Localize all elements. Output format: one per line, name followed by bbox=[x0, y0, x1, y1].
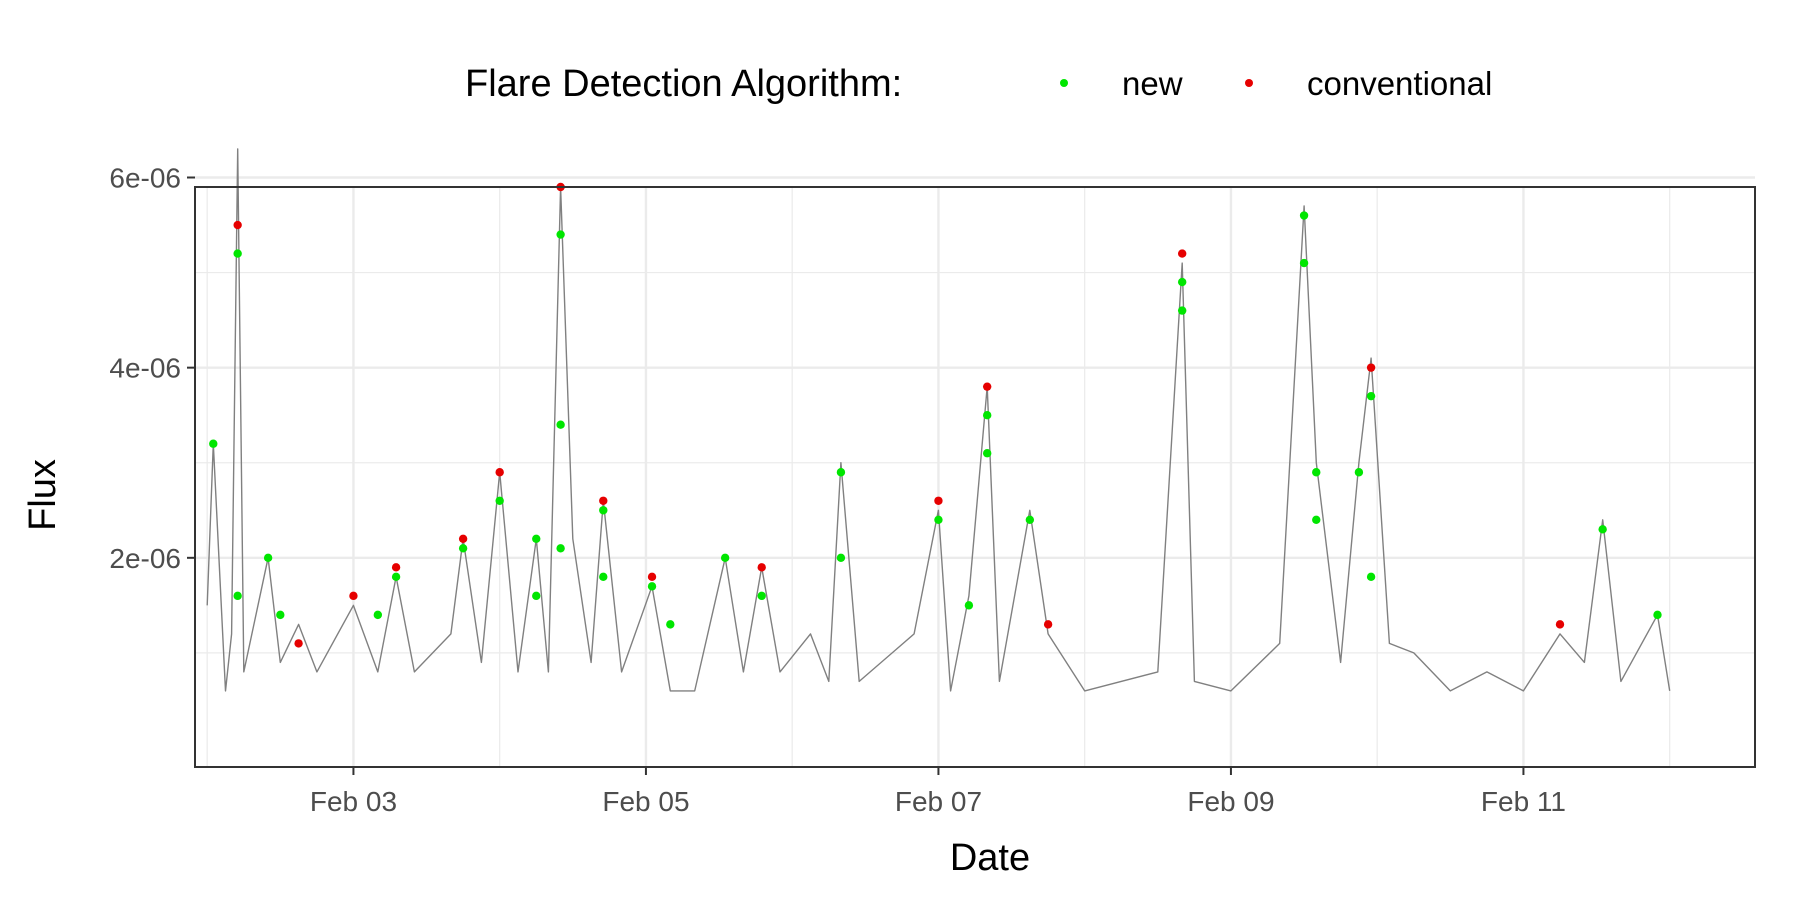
point-conventional bbox=[647, 572, 657, 582]
point-new bbox=[1312, 468, 1321, 477]
point-new bbox=[1366, 391, 1376, 401]
x-tick-label: Feb 07 bbox=[895, 786, 982, 817]
point-conventional bbox=[458, 534, 468, 544]
point-conventional bbox=[757, 563, 766, 572]
legend-key-conventional bbox=[1245, 79, 1253, 87]
y-tick-label: 2e-06 bbox=[109, 543, 181, 574]
point-new bbox=[836, 468, 846, 477]
point-new bbox=[209, 439, 218, 448]
y-axis-title: Flux bbox=[22, 459, 64, 531]
point-new bbox=[1653, 610, 1662, 620]
point-new bbox=[556, 230, 565, 239]
plot-layer: 2e-06 4e-06 6e-06 Feb 03 Feb 05 Feb 07 Feb 09 F… bbox=[109, 148, 1756, 817]
point-new bbox=[391, 572, 401, 582]
point-new bbox=[1299, 258, 1309, 268]
point-new bbox=[964, 601, 974, 610]
point-new bbox=[556, 544, 565, 553]
x-tick-label: Feb 03 bbox=[310, 786, 397, 817]
point-new bbox=[1177, 306, 1187, 315]
point-conventional bbox=[233, 220, 242, 230]
point-new bbox=[666, 620, 675, 629]
point-new bbox=[1299, 211, 1309, 220]
point-conventional bbox=[391, 563, 401, 572]
point-conventional bbox=[294, 639, 303, 648]
point-conventional bbox=[1043, 620, 1053, 629]
point-new bbox=[836, 553, 846, 563]
point-new bbox=[982, 449, 992, 458]
plot-panel bbox=[195, 187, 1755, 767]
point-conventional bbox=[1366, 363, 1376, 372]
point-conventional bbox=[349, 591, 358, 601]
point-conventional bbox=[599, 496, 608, 505]
point-new bbox=[1354, 468, 1364, 477]
point-new bbox=[233, 591, 242, 601]
point-new bbox=[233, 249, 242, 258]
point-conventional bbox=[934, 496, 943, 505]
point-new bbox=[1312, 515, 1321, 524]
y-tick-label: 4e-06 bbox=[109, 353, 181, 384]
point-conventional bbox=[1177, 249, 1187, 258]
point-new bbox=[647, 582, 657, 591]
x-axis-title: Date bbox=[950, 837, 1030, 879]
flux-line bbox=[206, 148, 1671, 692]
x-tick-label: Feb 05 bbox=[602, 786, 689, 817]
point-new bbox=[1366, 572, 1376, 582]
legend-key-new bbox=[1060, 79, 1068, 87]
point-conventional bbox=[982, 382, 992, 391]
x-tick-label: Feb 09 bbox=[1187, 786, 1274, 817]
point-new bbox=[556, 420, 565, 429]
point-new bbox=[757, 591, 766, 601]
point-new bbox=[934, 515, 943, 524]
point-new bbox=[982, 410, 992, 420]
point-new bbox=[458, 544, 468, 553]
point-conventional bbox=[495, 468, 504, 477]
point-new bbox=[599, 506, 608, 515]
legend-label-conventional: conventional bbox=[1307, 65, 1492, 102]
point-new bbox=[373, 610, 383, 620]
legend: Flare Detection Algorithm: new conventio… bbox=[465, 63, 1492, 105]
point-new bbox=[532, 591, 541, 601]
point-new bbox=[532, 534, 541, 544]
point-new bbox=[263, 553, 273, 563]
point-new bbox=[720, 553, 730, 563]
legend-label-new: new bbox=[1122, 65, 1183, 102]
plot-border bbox=[194, 186, 1756, 768]
x-tick-label: Feb 11 bbox=[1481, 786, 1566, 817]
point-new bbox=[1025, 515, 1035, 524]
point-new bbox=[495, 496, 504, 505]
point-new bbox=[599, 572, 608, 582]
legend-title: Flare Detection Algorithm: bbox=[465, 63, 902, 105]
y-tick-label: 6e-06 bbox=[109, 162, 181, 193]
point-new bbox=[1598, 525, 1607, 534]
point-new bbox=[276, 610, 285, 620]
point-conventional bbox=[1555, 620, 1565, 629]
point-new bbox=[1177, 277, 1187, 287]
